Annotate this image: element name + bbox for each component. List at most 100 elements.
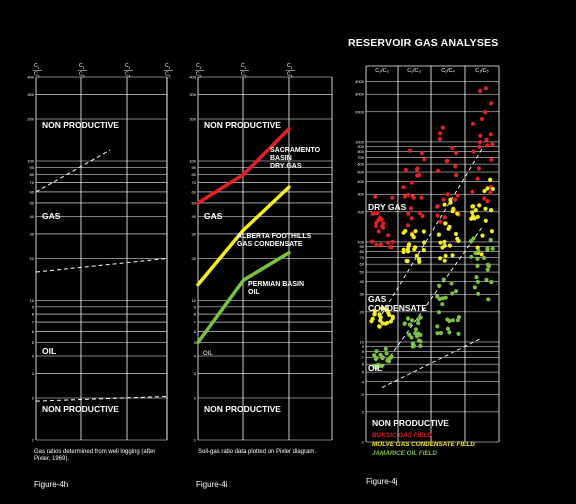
fig4j-point-1 bbox=[376, 218, 381, 223]
fig4j-point-1 bbox=[442, 215, 447, 220]
fig4h-x-label-num: C bbox=[125, 63, 129, 69]
fig4j-y-tick: 800 bbox=[357, 149, 364, 154]
fig4j-point-3 bbox=[378, 352, 383, 357]
fig4j-point-3 bbox=[409, 335, 414, 340]
fig4j-y-tick: 60 bbox=[360, 262, 365, 267]
figure-label-4i: Figure-4i bbox=[196, 480, 228, 489]
fig4i-x-label-sub: 1 bbox=[291, 66, 293, 70]
fig4j-point-1 bbox=[450, 145, 455, 151]
fig4i-x-label-den: C bbox=[287, 72, 291, 78]
fig4h-y-tick: 50 bbox=[30, 200, 35, 205]
fig4j-point-3 bbox=[418, 339, 423, 344]
fig4j-point-1 bbox=[454, 173, 459, 178]
fig4i-y-tick: 9 bbox=[194, 304, 197, 309]
fig4j-point-2 bbox=[413, 229, 418, 234]
fig4j-point-1 bbox=[478, 88, 483, 93]
fig4i-x-label-sub: 4 bbox=[291, 75, 293, 79]
fig4j-y-tick: 2000 bbox=[355, 109, 365, 114]
fig4j-point-3 bbox=[485, 246, 490, 251]
fig4h-panel: 123456789102030405060708090100200300400C… bbox=[27, 63, 173, 443]
fig4j-boundary-line-3 bbox=[381, 337, 483, 388]
fig4j-y-tick: 2 bbox=[362, 409, 365, 414]
fig4j-point-2 bbox=[442, 239, 447, 244]
fig4i-zone-nonproductive-top: NON PRODUCTIVE bbox=[204, 120, 281, 130]
fig4j-point-3 bbox=[475, 279, 480, 284]
fig4i-y-tick: 8 bbox=[194, 312, 197, 317]
fig4j-point-1 bbox=[410, 194, 415, 199]
fig4j-point-3 bbox=[373, 356, 378, 362]
fig4h-y-tick: 6 bbox=[32, 329, 35, 334]
fig4j-point-1 bbox=[478, 133, 483, 138]
fig4j-point-1 bbox=[417, 211, 422, 216]
fig4j-point-2 bbox=[442, 202, 447, 207]
fig4i-y-tick: 3 bbox=[194, 371, 197, 376]
fig4j-point-3 bbox=[438, 330, 444, 336]
fig4j-point-3 bbox=[456, 331, 461, 336]
fig4j-x-label: C₁/C₂ bbox=[375, 68, 388, 74]
fig4j-point-3 bbox=[482, 255, 487, 261]
fig4i-y-tick: 7 bbox=[194, 320, 197, 325]
fig4j-x-label: C₁/C₅ bbox=[475, 68, 489, 74]
fig4j-point-3 bbox=[407, 322, 413, 327]
fig4j-point-3 bbox=[414, 334, 419, 339]
fig4j-boundary-line-1 bbox=[381, 227, 483, 369]
fig4j-point-2 bbox=[372, 312, 377, 317]
fig4j-y-tick: 7 bbox=[362, 355, 365, 360]
fig4h-y-tick: 200 bbox=[27, 116, 34, 121]
fig4h-y-tick: 8 bbox=[32, 312, 35, 317]
fig4j-point-3 bbox=[469, 254, 474, 259]
fig4i-series-label-2: ALBERTA FOOTHILLS bbox=[237, 233, 312, 240]
fig4j-x-label: C₁/C₄ bbox=[441, 68, 455, 74]
fig4j-point-3 bbox=[437, 296, 442, 302]
fig4j-point-1 bbox=[485, 199, 490, 204]
fig4j-point-3 bbox=[443, 295, 448, 300]
fig4j-point-3 bbox=[449, 281, 454, 286]
fig4i-y-tick: 50 bbox=[192, 200, 197, 205]
fig4i-panel: 123456789102030405060708090100200300400C… bbox=[189, 63, 333, 443]
fig4j-point-3 bbox=[384, 351, 389, 356]
fig4j-point-1 bbox=[402, 194, 408, 199]
fig4j-point-2 bbox=[438, 256, 443, 261]
fig4j-point-3 bbox=[379, 363, 384, 368]
fig4j-y-tick: 1 bbox=[362, 440, 365, 445]
fig4j-point-1 bbox=[390, 195, 395, 200]
fig4h-x-label-den: C bbox=[165, 72, 169, 78]
fig4j-point-2 bbox=[451, 206, 456, 211]
fig4j-point-1 bbox=[415, 167, 420, 172]
fig4j-point-1 bbox=[409, 180, 414, 185]
fig4j-point-3 bbox=[485, 267, 490, 272]
fig4j-y-tick: 900 bbox=[357, 144, 364, 149]
fig4h-boundary-line-1 bbox=[35, 149, 111, 193]
fig4h-y-tick: 60 bbox=[30, 189, 35, 194]
fig4j-point-2 bbox=[436, 232, 441, 237]
fig4j-point-2 bbox=[473, 208, 478, 213]
fig4j-point-2 bbox=[388, 319, 394, 324]
fig4i-series-label-3: PERMIAN BASIN bbox=[248, 281, 304, 288]
fig4h-x-label-sub: 1 bbox=[129, 66, 131, 70]
fig4h-y-tick: 10 bbox=[30, 298, 35, 303]
fig4i-series-label-1: DRY GAS bbox=[270, 163, 302, 170]
fig4j-point-3 bbox=[486, 264, 491, 269]
fig4j-point-2 bbox=[479, 252, 484, 257]
fig4j-point-2 bbox=[369, 319, 374, 324]
fig4j-point-3 bbox=[474, 275, 479, 280]
fig4j-point-1 bbox=[475, 176, 480, 181]
fig4j-point-1 bbox=[437, 136, 443, 142]
fig4h-y-tick: 90 bbox=[30, 165, 35, 170]
fig4j-zone-condensate: CONDENSATE bbox=[368, 303, 427, 313]
fig4j-point-2 bbox=[413, 245, 418, 250]
fig4j-point-3 bbox=[405, 316, 411, 321]
page-title: RESERVOIR GAS ANALYSES bbox=[348, 37, 499, 49]
fig4i-series-line-1 bbox=[196, 127, 291, 205]
fig4j-point-3 bbox=[436, 310, 442, 315]
fig4j-point-3 bbox=[410, 318, 415, 323]
fig4h-zone-oil: OIL bbox=[42, 346, 56, 356]
fig4i-x-label-sub: 2 bbox=[200, 75, 202, 79]
fig4j-point-1 bbox=[406, 192, 411, 197]
fig4j-point-2 bbox=[470, 204, 475, 209]
fig4j-point-1 bbox=[376, 229, 381, 234]
fig4j-point-2 bbox=[407, 242, 412, 247]
fig4h-boundary-line-2 bbox=[35, 258, 168, 273]
fig4j-point-1 bbox=[408, 206, 413, 211]
fig4i-x-label-den: C bbox=[196, 72, 200, 78]
